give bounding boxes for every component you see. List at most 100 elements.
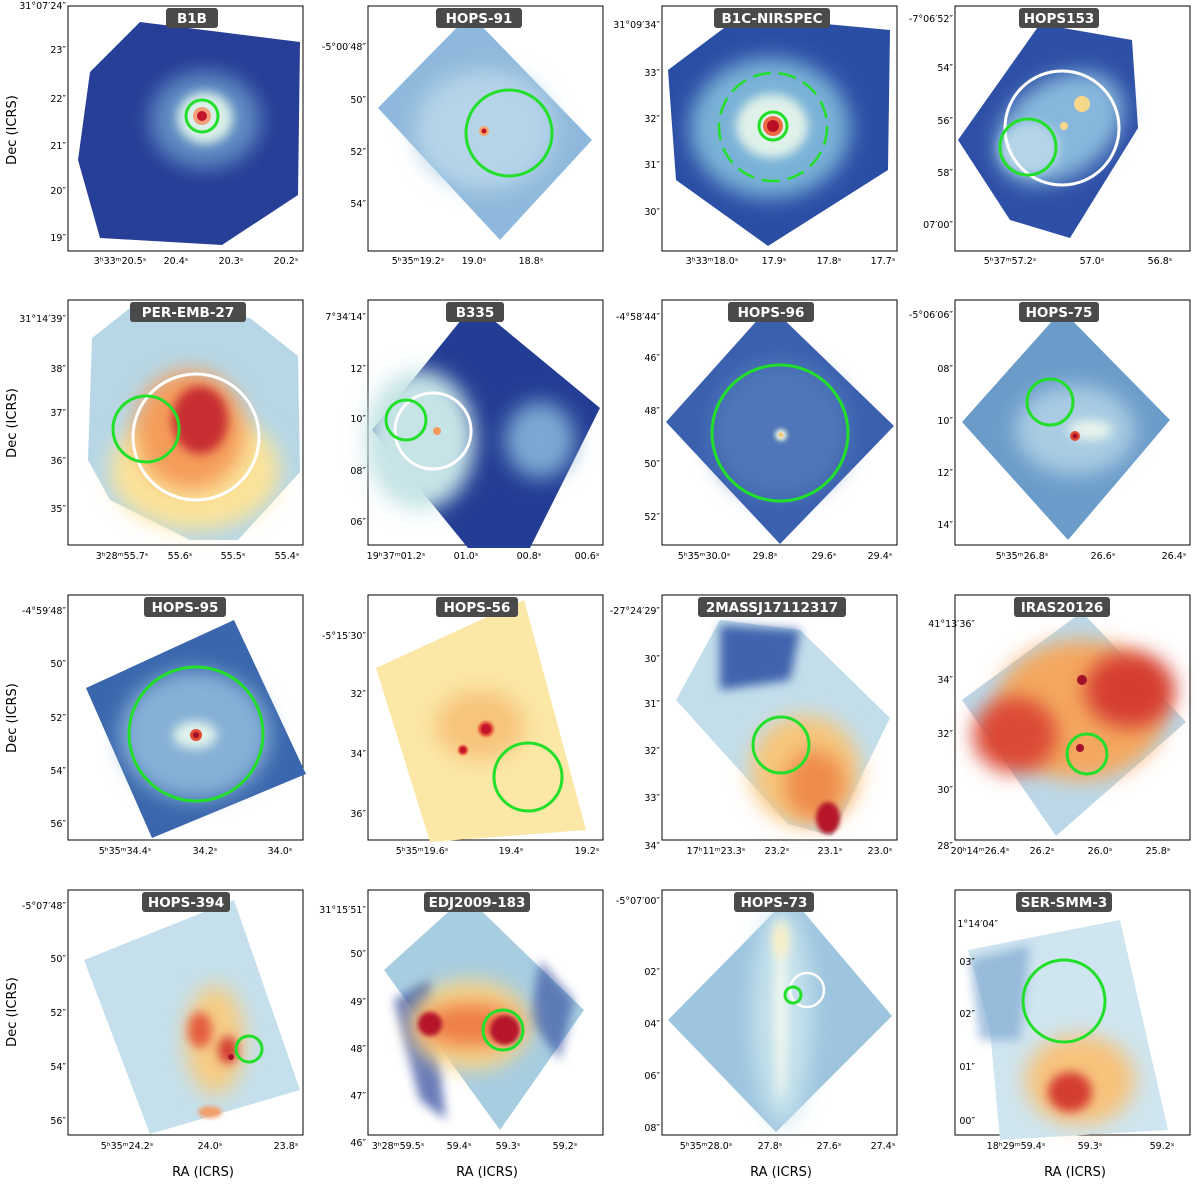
ra-tick: 5ʰ37ᵐ57.2ˢ <box>984 256 1037 267</box>
dec-tick: 03″ <box>959 957 975 968</box>
aperture-green <box>1065 732 1109 776</box>
ra-tick: 55.4ˢ <box>275 551 300 562</box>
dec-tick: 50″ <box>50 659 66 670</box>
panel-iras20126: IRAS20126 41°13′36″ 34″ 32″ 30″ 28″ 20ʰ1… <box>928 594 1191 857</box>
diffuse-emission <box>973 697 1057 773</box>
ra-tick: 3ʰ28ᵐ55.7ˢ <box>96 551 149 562</box>
ra-tick: 19.2ˢ <box>575 846 600 857</box>
panel-title-box <box>436 597 518 617</box>
panel-hops153: HOPS153 -7°06′52″ 54″ 56″ 58″ 07′00″ 5ʰ3… <box>909 5 1191 267</box>
ra-tick: 29.8ˢ <box>753 551 778 562</box>
diffuse-emission <box>188 1012 212 1048</box>
dec-tick: 54″ <box>937 63 953 74</box>
panel-title: HOPS-95 <box>152 600 219 616</box>
dec-tick: 31°09′34″ <box>613 20 660 31</box>
dec-tick: 34″ <box>350 749 366 760</box>
diffuse-emission <box>365 370 475 510</box>
aperture-green <box>998 117 1058 177</box>
ra-axis-label: RA (ICRS) <box>456 1165 518 1180</box>
aperture-green <box>783 985 803 1005</box>
ra-tick: 5ʰ35ᵐ34.4ˢ <box>99 846 152 857</box>
ra-tick: 00.8ˢ <box>517 551 542 562</box>
dec-tick: 31″ <box>644 699 660 710</box>
panel-title-box <box>436 8 522 28</box>
dec-tick: 31°07′24″ <box>19 1 66 12</box>
panel-ser-smm-3: SER-SMM-3 1°14′04″ 03″ 02″ 01″ 00″ 18ʰ29… <box>954 889 1191 1152</box>
ra-tick: 23.2ˢ <box>765 846 790 857</box>
source-core <box>433 427 441 435</box>
dec-tick: 56″ <box>50 819 66 830</box>
source-core <box>228 1054 234 1060</box>
ra-tick: 26.6ˢ <box>1091 551 1116 562</box>
dec-tick: 50″ <box>350 949 366 960</box>
diffuse-emission <box>1085 652 1175 728</box>
diffuse-emission <box>1048 1072 1092 1112</box>
ra-tick: 27.6ˢ <box>817 1141 842 1152</box>
ra-tick: 19ʰ37ᵐ01.2ˢ <box>367 551 426 562</box>
dec-tick: 54″ <box>350 199 366 210</box>
dec-tick: 34″ <box>644 841 660 852</box>
dec-tick: 58″ <box>937 168 953 179</box>
ra-tick: 00.6ˢ <box>575 551 600 562</box>
aperture-green <box>464 88 554 178</box>
dec-tick: 31″ <box>644 160 660 171</box>
panel-title-box <box>1014 597 1110 617</box>
panel-title-box <box>714 8 830 28</box>
dec-tick: 01″ <box>959 1062 975 1073</box>
dec-tick: 28″ <box>937 841 953 852</box>
dec-tick: -5°07′00″ <box>616 896 661 907</box>
dec-tick: 56″ <box>937 116 953 127</box>
source-core <box>778 432 784 438</box>
panel-title-box <box>144 597 226 617</box>
ra-tick: 20.2ˢ <box>274 256 299 267</box>
ra-tick: 57.0ˢ <box>1080 256 1105 267</box>
ra-axis-label: RA (ICRS) <box>750 1165 812 1180</box>
ra-tick: 5ʰ35ᵐ19.2ˢ <box>392 256 445 267</box>
ra-tick: 5ʰ35ᵐ19.6ˢ <box>396 846 449 857</box>
panel-b1b: B1B 31°07′24″ 23″ 22″ 21″ 20″ 19″ 3ʰ33ᵐ2… <box>19 1 304 267</box>
dec-tick: 47″ <box>350 1091 366 1102</box>
panel-title: B1C-NIRSPEC <box>722 11 823 27</box>
ra-tick: 24.0ˢ <box>198 1141 223 1152</box>
panel-title-box <box>728 302 814 322</box>
diffuse-emission <box>530 960 574 1060</box>
panel-title-box <box>130 302 246 322</box>
aperture-white <box>788 971 826 1009</box>
panel-title-box <box>734 892 814 912</box>
dec-tick: 10″ <box>937 416 953 427</box>
dec-tick: 32″ <box>350 689 366 700</box>
dec-tick: 23″ <box>50 45 66 56</box>
dec-tick: 19″ <box>50 233 66 244</box>
dec-tick: 50″ <box>644 459 660 470</box>
ra-tick: 59.2ˢ <box>553 1141 578 1152</box>
source-core <box>1060 122 1068 130</box>
panel-hops-95: HOPS-95 -4°59′48″ 50″ 52″ 54″ 56″ 5ʰ35ᵐ3… <box>22 594 306 857</box>
ra-tick: 59.2ˢ <box>1150 1141 1175 1152</box>
dec-tick: 10″ <box>350 414 366 425</box>
panel-2massj17112317: 2MASSJ17112317 -27°24′29″ 30″ 31″ 32″ 33… <box>610 594 898 857</box>
ra-tick: 59.3ˢ <box>1078 1141 1103 1152</box>
ra-tick: 59.3ˢ <box>496 1141 521 1152</box>
ra-tick: 5ʰ35ᵐ30.0ˢ <box>678 551 731 562</box>
panel-hops-75: HOPS-75 -5°06′06″ 08″ 10″ 12″ 14″ 5ʰ35ᵐ2… <box>909 299 1191 562</box>
dec-tick: 49″ <box>350 997 366 1008</box>
dec-tick: -4°59′48″ <box>22 606 67 617</box>
source-core <box>1077 675 1087 685</box>
ra-tick: 27.8ˢ <box>758 1141 783 1152</box>
dec-tick: 48″ <box>350 1044 366 1055</box>
dec-axis-label: Dec (ICRS) <box>5 95 20 165</box>
ra-tick: 17.9ˢ <box>762 256 787 267</box>
aperture-white <box>393 391 473 471</box>
panel-title: HOPS-75 <box>1026 305 1093 321</box>
aperture-green <box>710 363 850 503</box>
dec-tick: 32″ <box>937 729 953 740</box>
diffuse-emission <box>505 402 575 478</box>
ra-tick: 55.6ˢ <box>168 551 193 562</box>
dec-tick: 34″ <box>937 675 953 686</box>
dec-tick: 32″ <box>644 746 660 757</box>
source-core <box>481 128 487 134</box>
panel-title: IRAS20126 <box>1021 600 1104 616</box>
panel-hops-96: HOPS-96 -4°58′44″ 46″ 48″ 50″ 52″ 5ʰ35ᵐ3… <box>616 299 898 562</box>
dec-tick: 50″ <box>350 95 366 106</box>
